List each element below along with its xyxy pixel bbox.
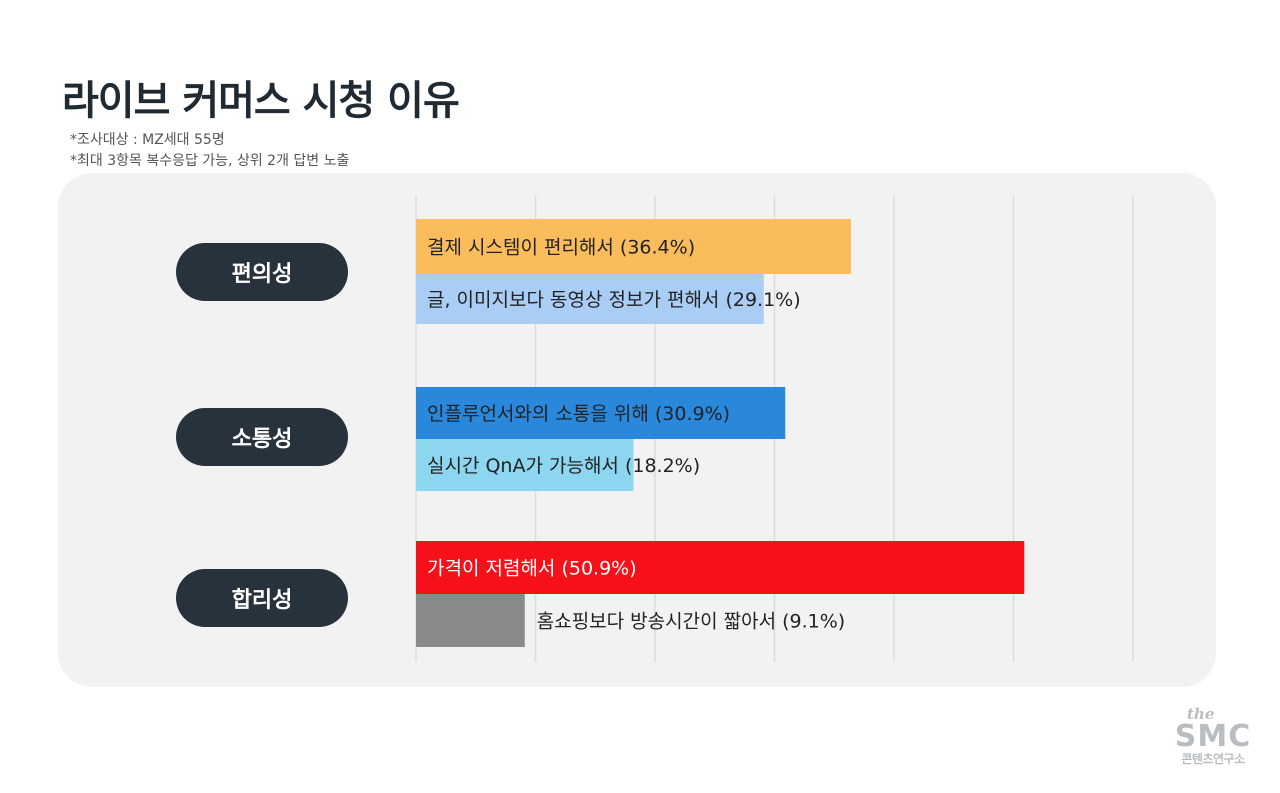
page-title: 라이브 커머스 시청 이유 — [62, 78, 460, 124]
bar — [416, 594, 525, 647]
logo-the-text: the — [1187, 705, 1215, 723]
logo-sub-text: 콘텐츠연구소 — [1181, 752, 1245, 766]
bar-label: 글, 이미지보다 동영상 정보가 편해서 (29.1%) — [427, 289, 801, 311]
bar-label: 인플루언서와의 소통을 위해 (30.9%) — [427, 403, 730, 425]
bar — [416, 439, 634, 491]
bar — [416, 387, 786, 439]
bar — [416, 274, 764, 324]
response-note: *최대 3항목 복수응답 가능, 상위 2개 답변 노출 — [70, 153, 350, 169]
bar — [416, 541, 1025, 594]
category-pill-rationality: 합리성 — [176, 569, 348, 627]
bar-label: 홈쇼핑보다 방송시간이 짧아서 (9.1%) — [537, 611, 845, 633]
logo-main-text: SMC — [1174, 719, 1252, 754]
survey-note: *조사대상 : MZ세대 55명 — [70, 132, 225, 148]
bar-label: 결제 시스템이 편리해서 (36.4%) — [427, 237, 695, 259]
category-pill-communication: 소통성 — [176, 408, 348, 466]
bar-label: 가격이 저렴해서 (50.9%) — [427, 558, 637, 580]
category-pill-convenience: 편의성 — [176, 243, 348, 301]
bar — [416, 219, 851, 274]
bar-label: 실시간 QnA가 가능해서 (18.2%) — [427, 455, 700, 477]
smc-logo: the SMC 콘텐츠연구소 — [1165, 706, 1261, 776]
